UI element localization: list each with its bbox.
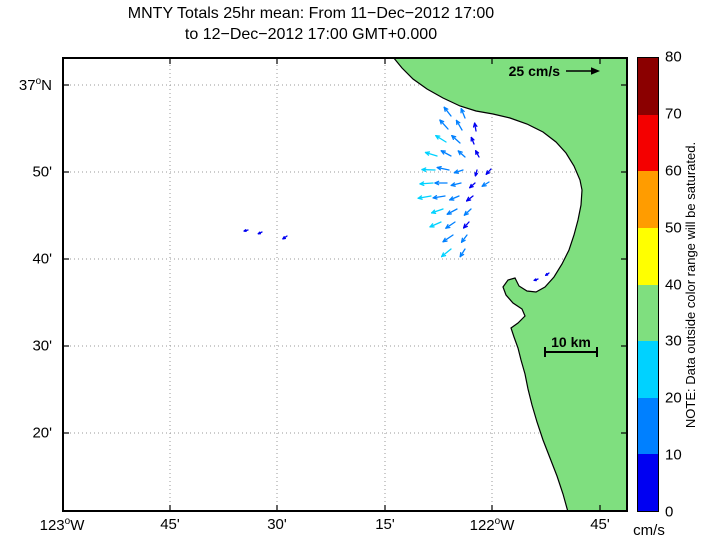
- colorbar-segment-40-50: [638, 227, 658, 285]
- y-tick-label: 40': [32, 250, 52, 268]
- y-axis-labels: 37oN 50' 40' 30' 20': [0, 57, 57, 512]
- current-vector: [449, 195, 460, 201]
- colorbar-segment-70-80: [638, 58, 658, 115]
- current-vector: [243, 229, 249, 233]
- x-tick-label: 122oW: [469, 516, 515, 534]
- current-vector: [417, 195, 432, 200]
- current-vector: [470, 136, 475, 145]
- y-tick-label: 50': [32, 163, 52, 181]
- colorbar-tick-label: 10: [665, 446, 682, 464]
- current-vector: [450, 182, 462, 187]
- current-vector: [475, 150, 480, 158]
- map-plot-area: 25 cm/s 10 km: [62, 57, 628, 512]
- current-vector: [435, 134, 447, 143]
- plot-title-line1: MNTY Totals 25hr mean: From 11−Dec−2012 …: [127, 5, 495, 22]
- x-tick-label: 30': [267, 516, 287, 533]
- colorbar-tick-label: 50: [665, 219, 682, 237]
- current-vector: [436, 165, 450, 171]
- y-tick-label: 37oN: [18, 76, 52, 94]
- colorbar-unit-label: cm/s: [633, 522, 665, 539]
- colorbar-saturation-note: NOTE: Data outside color range will be s…: [683, 141, 698, 429]
- coastline: [392, 57, 583, 512]
- x-axis-labels: 123oW 45' 30' 15' 122oW 45': [40, 516, 628, 542]
- scale-bar: [544, 347, 598, 357]
- current-vector: [431, 208, 444, 214]
- current-vector: [439, 119, 449, 130]
- x-tick-label: 123oW: [39, 516, 85, 534]
- y-tick-label: 20': [32, 424, 52, 442]
- current-vector: [429, 221, 442, 228]
- current-vector: [421, 167, 436, 173]
- current-vector: [460, 234, 468, 243]
- current-vector: [443, 106, 452, 117]
- current-vector: [451, 134, 461, 144]
- current-vector: [485, 168, 492, 175]
- current-vector: [533, 278, 539, 282]
- y-tick-label: 30': [32, 337, 52, 355]
- colorbar-tick-label: 60: [665, 162, 682, 180]
- current-vector: [257, 231, 263, 235]
- current-vector: [419, 181, 434, 186]
- x-tick-label: 15': [375, 516, 395, 533]
- colorbar-segment-60-70: [638, 114, 658, 172]
- land-coastline: [392, 57, 628, 512]
- plot-border: [62, 57, 628, 512]
- colorbar-tick-label: 30: [665, 332, 682, 350]
- current-vector: [472, 122, 478, 132]
- current-vector: [432, 194, 446, 200]
- current-vector: [453, 169, 464, 174]
- current-vector: [441, 248, 452, 258]
- plot-title-line2: to 12−Dec−2012 17:00 GMT+0.000: [184, 26, 438, 43]
- colorbar-tick-label: 0: [665, 503, 674, 521]
- colorbar-segment-0-10: [638, 454, 658, 511]
- colorbar-tick-label: 70: [665, 105, 682, 123]
- current-vectors: [243, 106, 550, 282]
- current-vector: [446, 208, 458, 215]
- reference-arrow-head-icon: [591, 67, 600, 75]
- current-vector: [462, 221, 470, 229]
- reference-arrow-label: 25 cm/s: [508, 63, 560, 79]
- current-vector: [469, 182, 476, 189]
- colorbar-segment-30-40: [638, 284, 658, 342]
- x-tick-label: 45': [590, 516, 610, 533]
- current-vector: [459, 248, 466, 258]
- current-vector: [460, 108, 466, 119]
- x-tick-label: 45': [160, 516, 180, 533]
- colorbar-segment-10-20: [638, 397, 658, 455]
- current-vector: [282, 235, 288, 240]
- colorbar-tick-label: 80: [665, 48, 682, 66]
- current-vector: [440, 150, 452, 157]
- colorbar-segment-50-60: [638, 171, 658, 228]
- colorbar-tick-label: 40: [665, 276, 682, 293]
- current-vector: [455, 119, 463, 131]
- colorbar: [637, 57, 659, 512]
- current-vector: [445, 221, 456, 229]
- map-canvas: [62, 57, 628, 512]
- current-vector: [474, 169, 479, 177]
- reference-arrow: [566, 67, 600, 75]
- current-vector: [457, 150, 466, 158]
- current-vector: [545, 272, 550, 276]
- current-vector: [424, 151, 438, 157]
- colorbar-tick-labels: 80 70 60 50 40 30 20 10 0: [665, 49, 699, 521]
- current-vector: [481, 181, 490, 187]
- colorbar-segment-20-30: [638, 341, 658, 398]
- current-vector: [434, 180, 448, 186]
- current-vector: [463, 208, 472, 216]
- current-vector: [442, 234, 454, 243]
- colorbar-tick-label: 20: [665, 389, 682, 407]
- scale-bar-label: 10 km: [551, 334, 591, 350]
- land-polygon: [393, 57, 628, 512]
- current-vector: [466, 195, 474, 202]
